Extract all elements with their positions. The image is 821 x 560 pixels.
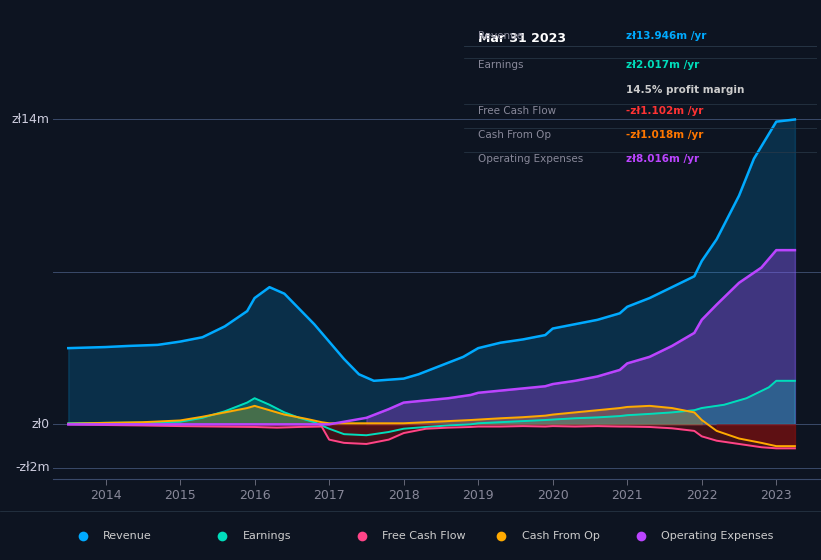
Text: 14.5% profit margin: 14.5% profit margin [626, 85, 745, 95]
Text: Free Cash Flow: Free Cash Flow [478, 106, 556, 116]
Text: Earnings: Earnings [478, 60, 524, 70]
Text: zł0: zł0 [31, 418, 49, 431]
Text: Cash From Op: Cash From Op [478, 130, 551, 140]
Text: Operating Expenses: Operating Expenses [662, 531, 773, 541]
Text: Earnings: Earnings [243, 531, 291, 541]
Text: -zł1.102m /yr: -zł1.102m /yr [626, 106, 704, 116]
Text: -zł1.018m /yr: -zł1.018m /yr [626, 130, 704, 140]
Text: Mar 31 2023: Mar 31 2023 [478, 32, 566, 45]
Text: -zł2m: -zł2m [15, 461, 49, 474]
Text: Cash From Op: Cash From Op [522, 531, 599, 541]
Text: Revenue: Revenue [103, 531, 152, 541]
Text: zł13.946m /yr: zł13.946m /yr [626, 31, 707, 41]
Text: Free Cash Flow: Free Cash Flow [383, 531, 466, 541]
Text: Revenue: Revenue [478, 31, 523, 41]
Text: zł2.017m /yr: zł2.017m /yr [626, 60, 699, 70]
Text: zł8.016m /yr: zł8.016m /yr [626, 153, 699, 164]
Text: zł14m: zł14m [11, 113, 49, 126]
Text: Operating Expenses: Operating Expenses [478, 153, 583, 164]
